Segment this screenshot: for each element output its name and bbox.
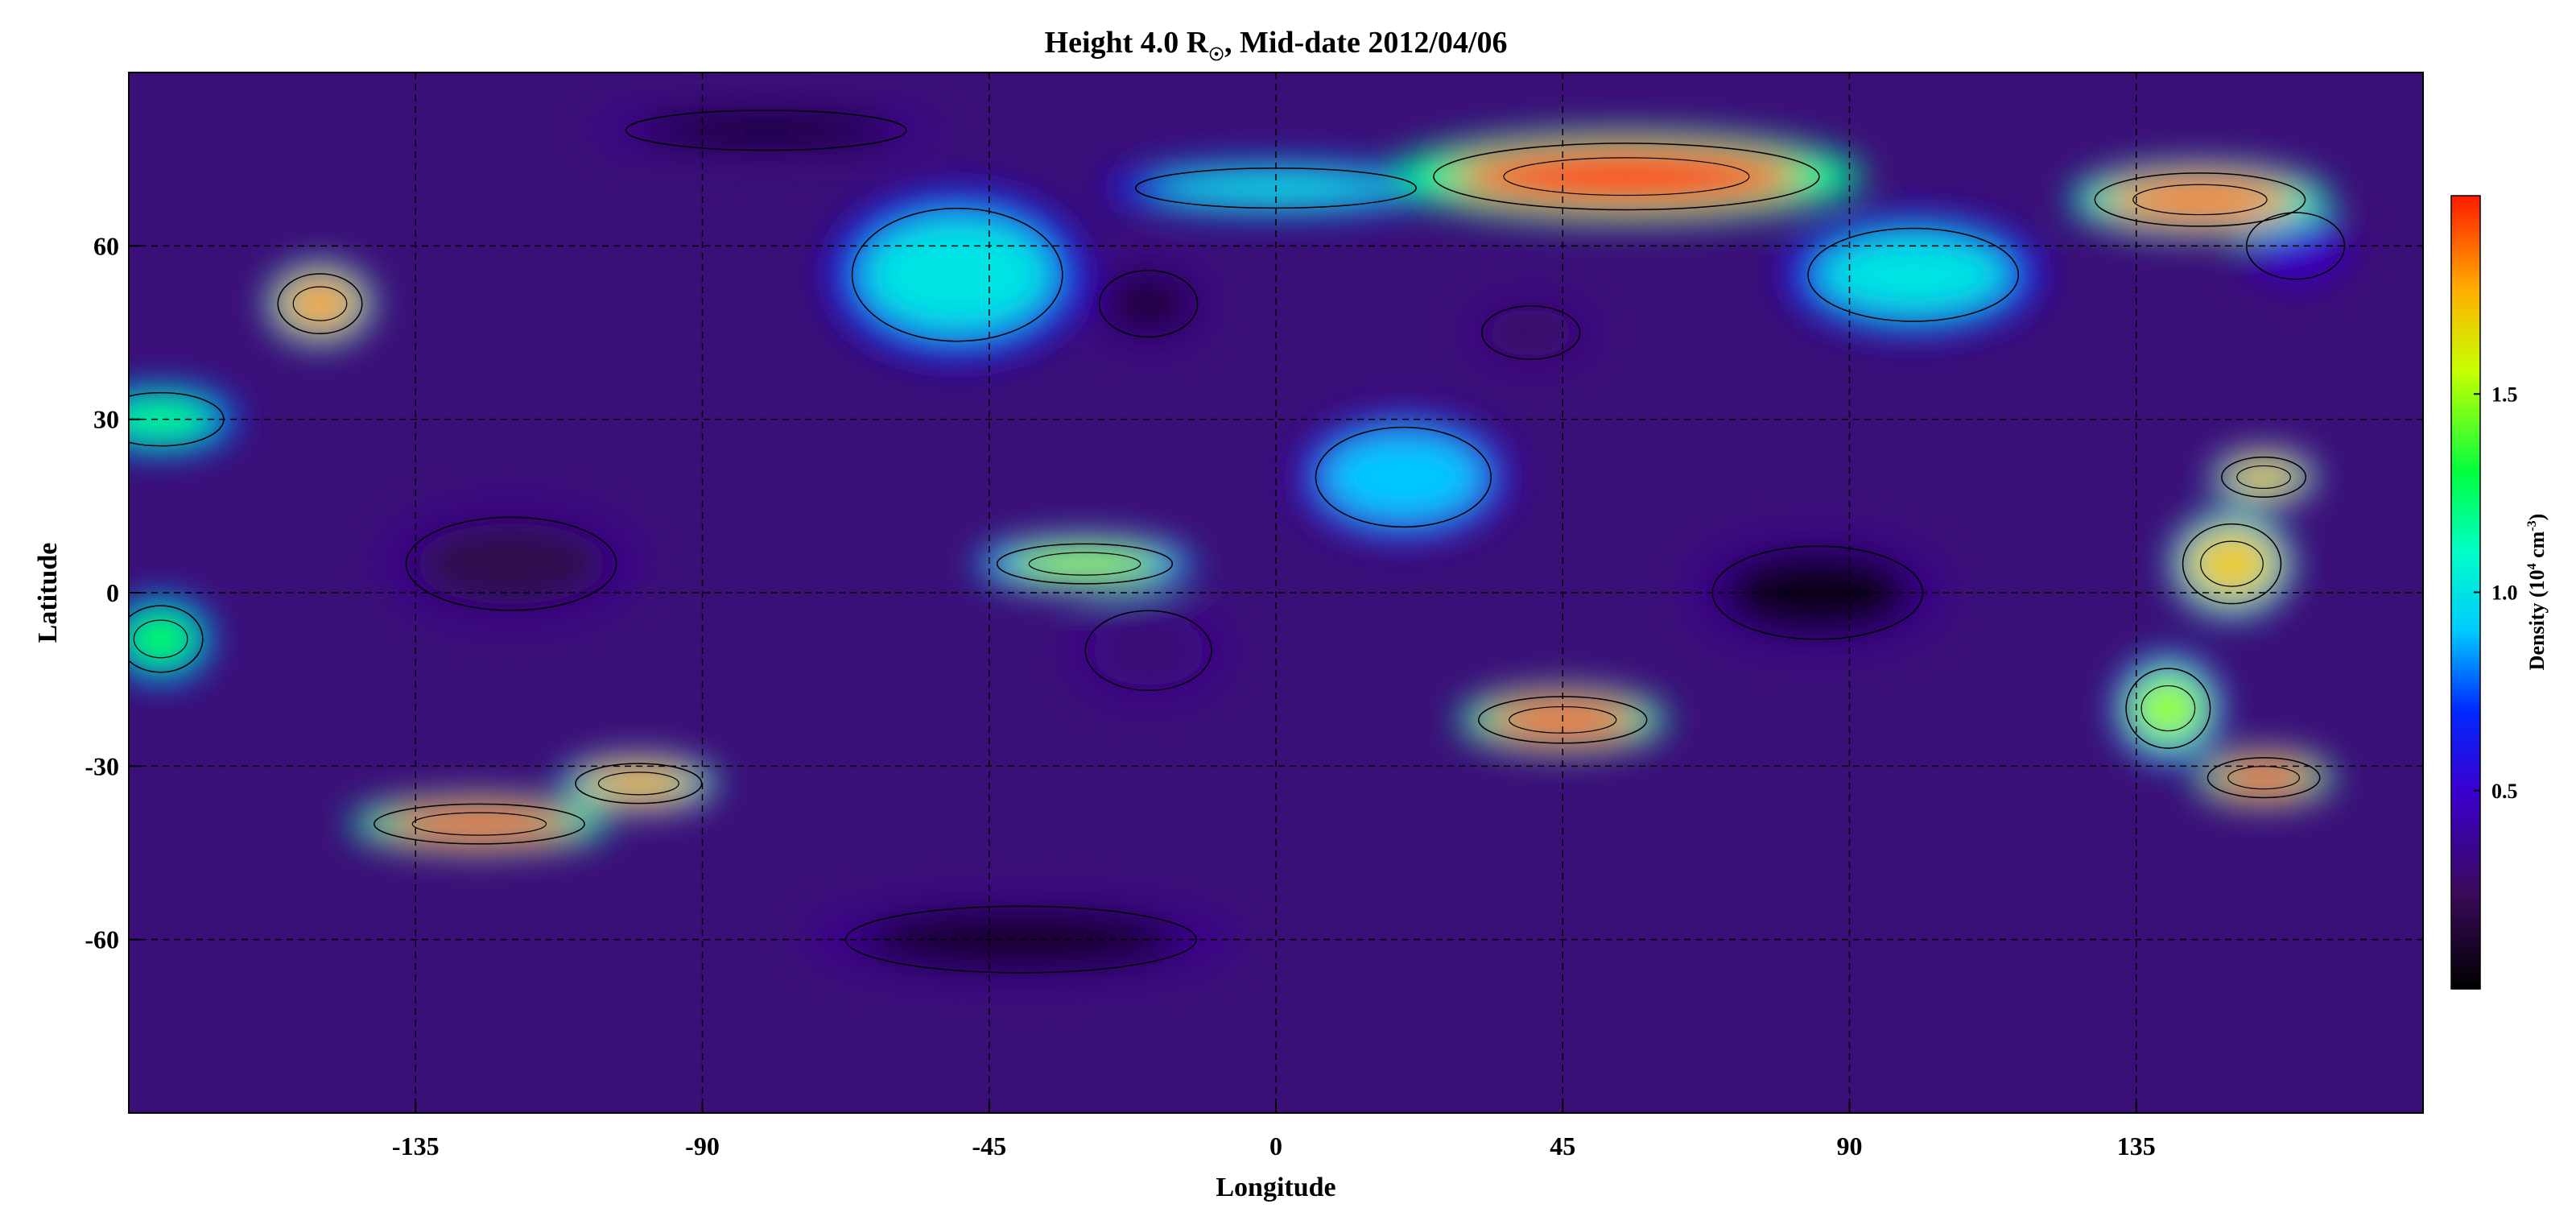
y-tick-label: 0	[106, 578, 119, 607]
density-core	[1451, 147, 1802, 206]
colorbar: 0.5 1.0 1.5 Density (104 cm-3)	[2450, 195, 2549, 990]
contour-line	[2221, 456, 2307, 498]
x-tick-label: 45	[1550, 1131, 1575, 1160]
density-core	[129, 610, 200, 668]
contour-line	[2132, 184, 2268, 216]
contour-line	[1433, 143, 1820, 211]
contour-line	[625, 110, 907, 151]
colorbar-tick-label: 1.0	[2491, 581, 2518, 605]
contour-line	[1315, 426, 1492, 528]
contour-line	[2207, 757, 2321, 799]
density-core	[1323, 433, 1484, 521]
x-tick-label: 135	[2117, 1131, 2156, 1160]
contour-line	[1807, 227, 2020, 322]
density-core	[2225, 459, 2302, 494]
density-core	[383, 806, 576, 842]
contour-line	[411, 812, 547, 836]
contour-line	[2200, 540, 2264, 587]
chart-title: Height 4.0 R☉, Mid-date 2012/04/06	[1045, 26, 1508, 64]
x-tick-label: -135	[392, 1131, 440, 1160]
density-core	[581, 766, 696, 801]
contour-line	[597, 772, 679, 796]
contour-line	[851, 207, 1063, 342]
y-tick-label: 30	[93, 405, 119, 434]
density-core	[129, 395, 218, 443]
contour-line	[2245, 212, 2346, 280]
contour-line	[2182, 523, 2282, 605]
density-core	[638, 113, 894, 148]
x-tick-label: 0	[1269, 1131, 1282, 1160]
contour-line	[405, 516, 617, 611]
density-core	[1817, 234, 2009, 316]
plot-area	[128, 72, 2424, 1114]
contour-line	[374, 803, 585, 845]
density-core	[2212, 760, 2315, 796]
density-core	[2187, 529, 2277, 599]
heatmap-layer	[129, 104, 2356, 983]
contour-line	[1098, 270, 1199, 338]
density-core	[1091, 615, 1206, 685]
colorbar-tick-label: 0.5	[2491, 780, 2518, 803]
contour-line	[575, 763, 703, 805]
contour-line	[1503, 157, 1750, 197]
y-tick-label: -60	[85, 925, 119, 954]
y-tick-label: 60	[93, 231, 119, 260]
contour-line	[2236, 465, 2291, 490]
contour-line	[844, 905, 1197, 974]
colorbar-ticks: 0.5 1.0 1.5	[2474, 383, 2518, 803]
y-tick-label: -30	[85, 751, 119, 780]
contour-layer	[129, 110, 2346, 974]
contour-line	[2094, 172, 2306, 227]
density-core	[861, 217, 1053, 333]
density-core	[1722, 552, 1913, 634]
contour-line	[277, 273, 363, 335]
density-core	[1104, 275, 1194, 333]
y-axis-ticks: 60 30 0 -30 -60	[85, 231, 140, 954]
contour-line	[292, 286, 348, 321]
x-tick-label: -45	[972, 1131, 1006, 1160]
contour-line	[129, 605, 204, 673]
density-core	[415, 523, 607, 605]
contour-line	[1028, 552, 1141, 576]
x-tick-label: -90	[685, 1131, 720, 1160]
contour-line	[996, 543, 1174, 585]
x-axis-ticks: -135 -90 -45 0 45 90 135	[392, 1102, 2156, 1160]
y-axis-label: Latitude	[33, 543, 63, 643]
colorbar-label: Density (104 cm-3)	[2525, 514, 2549, 671]
density-core	[1005, 546, 1165, 581]
contour-line	[1480, 305, 1581, 360]
density-core	[2129, 673, 2207, 743]
density-core	[282, 277, 358, 330]
contour-line	[133, 619, 188, 659]
contour-line	[1084, 610, 1212, 692]
density-core	[2104, 176, 2296, 223]
x-axis-label: Longitude	[1216, 1173, 1335, 1202]
contour-line	[2140, 685, 2196, 732]
x-tick-label: 90	[1837, 1131, 1863, 1160]
colorbar-tick-label: 1.5	[2491, 383, 2518, 406]
density-core	[1486, 309, 1576, 356]
grid-lines	[129, 72, 2423, 1113]
contour-line	[2125, 668, 2211, 749]
